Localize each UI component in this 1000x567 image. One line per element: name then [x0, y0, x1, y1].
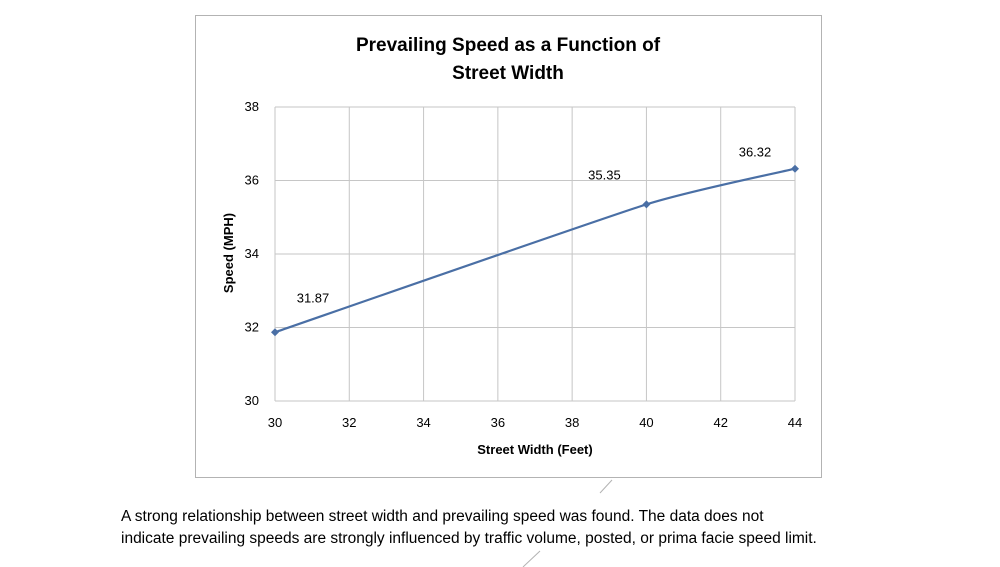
data-label: 35.35 — [588, 167, 621, 182]
caption-text: A strong relationship between street wid… — [121, 506, 981, 550]
data-point-marker — [791, 164, 799, 173]
chart-title: Prevailing Speed as a Function of Street … — [356, 35, 661, 84]
data-label: 31.87 — [297, 290, 330, 305]
x-axis-ticks: 30 32 34 36 38 40 42 44 — [268, 415, 802, 430]
data-point-marker — [271, 328, 279, 337]
grid-lines — [274, 106, 796, 402]
series — [271, 164, 799, 337]
y-tick-label: 34 — [245, 246, 259, 261]
x-tick-label: 40 — [639, 415, 653, 430]
decorative-diagonal-line — [522, 550, 541, 567]
y-axis-ticks: 30 32 34 36 38 — [245, 99, 259, 408]
data-label: 36.32 — [739, 145, 772, 160]
chart-title-line-2: Street Width — [452, 63, 564, 84]
data-labels: 31.87 35.35 36.32 — [297, 145, 772, 306]
x-tick-label: 38 — [565, 415, 579, 430]
x-tick-label: 34 — [416, 415, 430, 430]
x-tick-label: 36 — [491, 415, 505, 430]
decorative-diagonal-line — [599, 479, 613, 494]
caption-line-1: A strong relationship between street wid… — [121, 508, 764, 525]
y-tick-label: 36 — [245, 173, 259, 188]
y-tick-label: 32 — [245, 320, 259, 335]
caption-line-2: indicate prevailing speeds are strongly … — [121, 530, 817, 547]
x-tick-label: 42 — [713, 415, 727, 430]
x-tick-label: 32 — [342, 415, 356, 430]
x-axis-label: Street Width (Feet) — [477, 442, 592, 457]
x-tick-label: 44 — [788, 415, 802, 430]
x-tick-label: 30 — [268, 415, 282, 430]
y-axis-label: Speed (MPH) — [221, 213, 236, 293]
data-point-marker — [642, 200, 651, 209]
series-line — [274, 167, 796, 334]
y-tick-label: 30 — [245, 393, 259, 408]
y-tick-label: 38 — [245, 99, 259, 114]
chart-title-line-1: Prevailing Speed as a Function of — [356, 35, 661, 56]
